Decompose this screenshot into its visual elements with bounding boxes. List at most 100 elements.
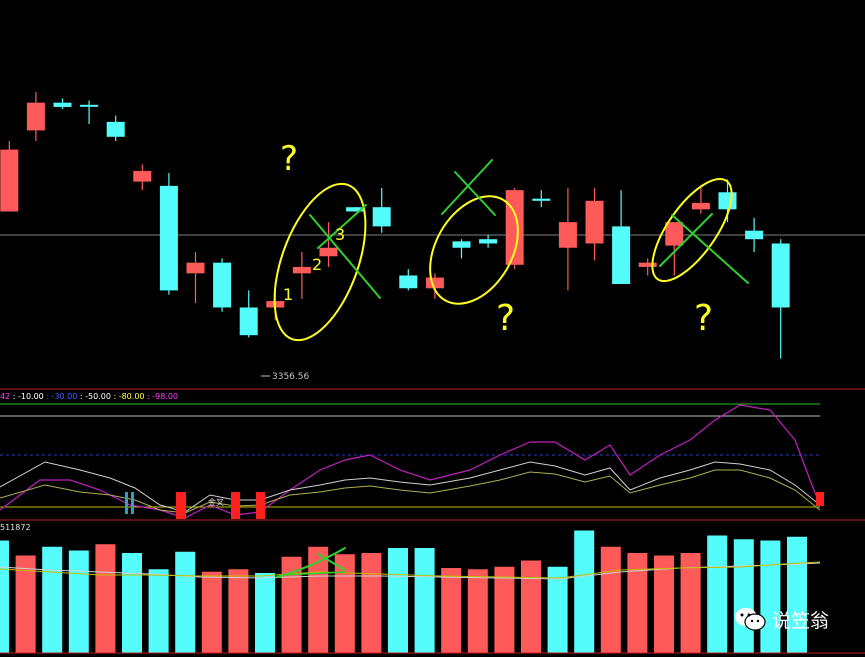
low-price-label: 3356.56 [272,372,309,382]
candle-body [425,277,444,289]
watermark-text: 说笠翁 [772,609,830,632]
candle-body [213,262,232,308]
candle-body [771,243,790,308]
annotation-mark: 3 [335,225,345,244]
candle-body [80,104,99,107]
annotation-cross-1 [309,204,381,299]
candle [612,190,631,284]
volume-bar [0,540,9,653]
candle-body [585,200,604,244]
volume-bar [175,551,196,653]
volume-bar [334,554,355,653]
candle [532,190,551,208]
candle-body [691,202,710,210]
volume-bar [441,568,462,653]
candle-body [452,241,471,248]
candle [425,273,444,299]
candle-body [106,121,125,137]
candle [0,141,19,212]
volume-bar [361,553,382,653]
candle-body [346,207,365,212]
volume-bar [148,569,169,653]
annotation-circle-2 [429,195,519,305]
volume-bar [733,539,754,653]
volume-bar [414,548,435,653]
candle [479,234,498,248]
candle-body [372,207,391,227]
signal-bars [125,492,824,519]
volume-bar [787,536,807,653]
volume-bar [228,569,249,653]
volume-bars [0,530,807,653]
candle [771,239,790,359]
volume-bar [68,550,89,653]
candle [53,98,72,110]
hand-annotations [273,159,749,578]
legend-value-2: : -10.00 [13,392,44,401]
volume-bar [42,546,63,653]
volume-bar [255,573,275,653]
wechat-icon [735,608,766,631]
annotation-mark: ? [694,298,713,339]
candle [372,188,391,233]
signal-bar [125,492,128,514]
signal-bar [256,492,265,519]
candle-body [399,275,418,289]
volume-bar [201,571,222,653]
candle-body [159,185,178,291]
legend-value-5: : -80.00 [113,392,144,401]
candle [80,100,99,124]
candle-body [745,230,764,240]
volume-bar [574,530,595,653]
volume-bar [760,540,781,653]
candle-body [26,102,45,131]
legend-value-3: : -30.00 [46,392,77,401]
volume-bar [467,569,488,653]
candles [0,92,790,359]
candle-body [718,192,737,210]
candle [159,173,178,295]
volume-bar [654,555,674,653]
candle [691,188,710,214]
indicator-line-yellow [0,469,821,514]
volume-bar [388,548,408,653]
candle-body [186,262,205,274]
price-panel: 3356.56 [0,92,865,382]
candle [26,92,45,142]
candle [186,252,205,304]
candle-body [479,239,498,244]
candle [452,239,471,259]
volume-ma-yellow [0,561,821,579]
candle-body [53,102,72,107]
candle [399,269,418,291]
candle-body [558,222,577,248]
volume-panel: 511872 [0,523,865,654]
annotation-cross-2 [441,159,496,216]
indicator-line-magenta [0,404,821,519]
candle [213,258,232,312]
annotation-circle-1 [273,182,367,342]
candle [133,164,152,191]
volume-bar [707,535,728,653]
volume-bar [15,555,36,653]
volume-bar [680,553,701,653]
volume-bar [281,556,302,653]
candle [585,188,604,261]
volume-bar [547,566,568,653]
annotation-underline [281,571,346,576]
volume-bar [600,546,621,653]
candle-body [665,222,684,246]
annotation-mark: ? [280,139,298,179]
candle [745,217,764,252]
candle [665,222,684,276]
candle [106,115,125,142]
candle-body [505,190,524,265]
indicator-panel: 42 : -10.00 : -30.00 : -50.00 : -80.00 :… [0,388,865,521]
candle [319,222,338,267]
annotation-mark: 1 [283,285,293,304]
annotation-cross-3 [659,213,749,284]
volume-bar [95,544,116,653]
annotation-mark: ? [496,298,515,339]
indicator-line-white [0,461,821,513]
